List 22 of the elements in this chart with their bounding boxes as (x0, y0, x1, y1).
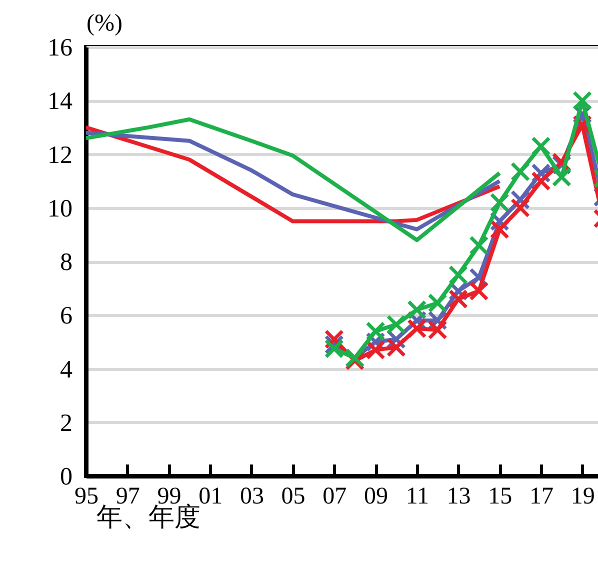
x-tick-label: 01 (198, 484, 223, 510)
y-tick-label: 8 (60, 249, 72, 276)
y-tick-label: 16 (48, 34, 72, 62)
y-tick-label: 0 (60, 464, 72, 490)
x-tick-label: 13 (446, 484, 471, 510)
x-tick-label: 09 (364, 484, 388, 510)
x-tick-label: 03 (240, 484, 264, 510)
x-tick-label: 97 (116, 484, 140, 510)
y-tick-label: 10 (48, 195, 72, 222)
y-axis-title: (%) (86, 10, 122, 36)
y-tick-label: 6 (60, 302, 72, 330)
y-tick-label: 4 (60, 356, 73, 384)
x-tick-label: 15 (488, 484, 512, 510)
x-tick-label: 17 (529, 484, 554, 510)
x-tick-label: 11 (406, 484, 429, 510)
x-tick-label: 95 (74, 484, 98, 510)
y-tick-label: 14 (48, 88, 73, 116)
x-tick-label: 07 (322, 484, 347, 510)
x-tick-label: 19 (570, 484, 595, 510)
y-tick-label: 12 (48, 142, 72, 169)
y-tick-label: 2 (60, 410, 72, 437)
x-tick-label: 05 (281, 484, 306, 510)
